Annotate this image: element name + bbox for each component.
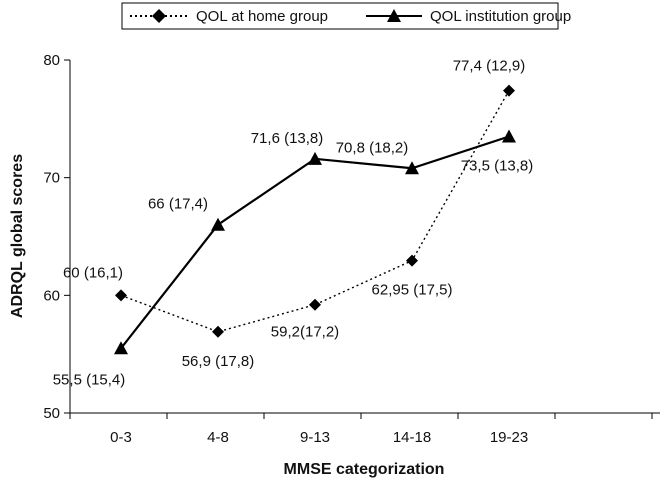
home-diamond-marker [212,325,224,338]
data-labels: 60 (16,1) 56,9 (17,8) 59,2(17,2) 62,95 (17,… [53,58,534,389]
x-tick-label: 14-18 [393,429,431,446]
institution-data-label: 71,6 (13,8) [251,130,324,147]
y-tick-label: 60 [43,287,60,304]
series-layer [114,84,516,355]
home-diamond-marker [309,298,321,311]
x-tick-label: 9-13 [300,429,330,446]
home-diamond-marker [115,289,127,302]
legend-home-label: QOL at home group [196,8,328,25]
home-data-label: 56,9 (17,8) [182,353,255,370]
legend-institution-marker [387,9,401,22]
axes [69,60,660,414]
institution-triangle-marker [114,341,128,355]
home-data-label: 62,95 (17,5) [372,282,453,299]
institution-data-label: 66 (17,4) [148,196,208,213]
y-axis-title: ADRQL global scores [9,154,26,318]
legend-home-marker [152,9,166,23]
home-diamond-marker [503,84,515,97]
y-axis-ticks: 50 60 70 80 [43,52,70,422]
institution-data-label: 55,5 (15,4) [53,371,126,388]
institution-triangle-marker [405,161,419,175]
y-tick-label: 80 [43,52,60,69]
x-axis-title: MMSE categorization [284,461,445,478]
x-axis-ticks: 0-3 4-8 9-13 14-18 19-23 [69,413,653,446]
institution-triangle-marker [308,151,322,165]
institution-data-label: 70,8 (18,2) [336,139,409,156]
series-home-line [120,90,510,333]
home-data-label: 60 (16,1) [63,264,123,281]
legend-institution-label: QOL institution group [430,8,571,25]
legend: QOL at home group QOL institution group [121,2,571,30]
y-tick-label: 50 [43,405,60,422]
x-tick-label: 0-3 [110,429,132,446]
home-data-label: 77,4 (12,9) [453,58,526,75]
institution-triangle-marker [502,129,516,143]
legend-box [121,2,559,30]
institution-data-label: 73,5 (13,8) [461,157,534,174]
y-tick-label: 70 [43,170,60,187]
home-diamond-marker [406,254,418,267]
home-data-label: 59,2(17,2) [271,324,339,341]
x-tick-label: 4-8 [207,429,229,446]
x-tick-label: 19-23 [490,429,528,446]
institution-triangle-marker [211,217,225,231]
